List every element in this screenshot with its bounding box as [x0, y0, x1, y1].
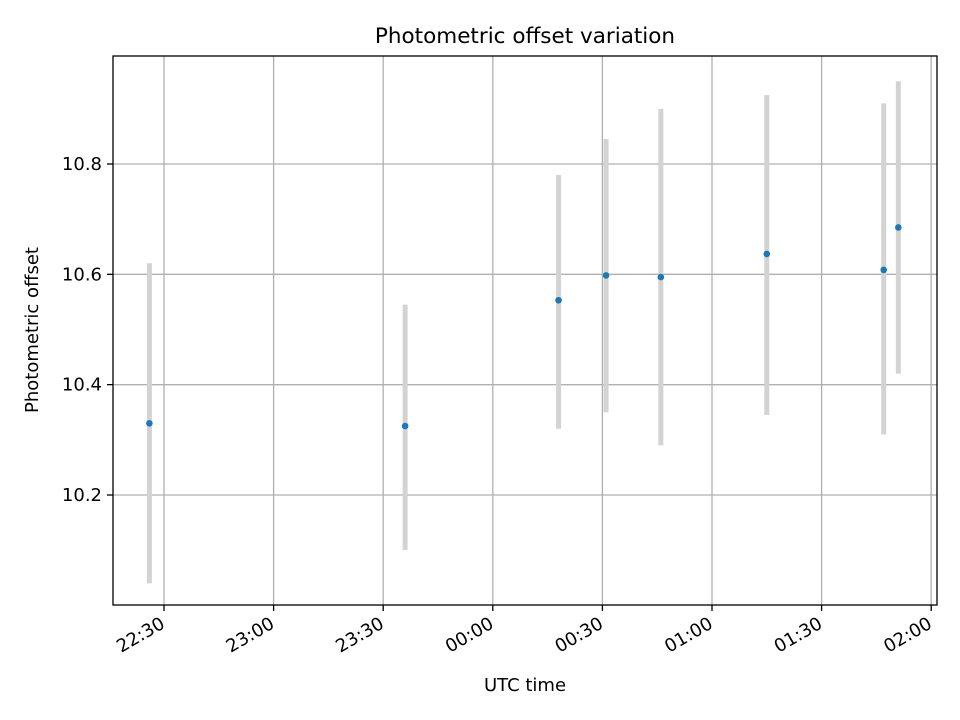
- data-points: [146, 224, 902, 430]
- grid: [113, 56, 937, 605]
- x-axis-label: UTC time: [484, 675, 566, 696]
- y-tick-label: 10.2: [62, 485, 102, 506]
- data-point: [555, 296, 562, 304]
- y-tick-label: 10.4: [62, 375, 102, 396]
- data-point: [895, 224, 902, 231]
- y-tick-label: 10.6: [62, 264, 102, 285]
- chart-title: Photometric offset variation: [375, 24, 675, 49]
- y-axis-label: Photometric offset: [22, 247, 43, 413]
- y-tick-label: 10.8: [62, 154, 102, 175]
- data-point: [401, 422, 409, 430]
- data-point: [657, 273, 665, 281]
- y-axis-ticks: 10.2 10.4 10.6 10.8: [62, 154, 113, 506]
- data-point: [146, 419, 153, 427]
- data-point: [880, 266, 888, 274]
- plot-frame: [112, 55, 938, 606]
- data-point: [602, 272, 610, 279]
- data-point: [763, 250, 771, 258]
